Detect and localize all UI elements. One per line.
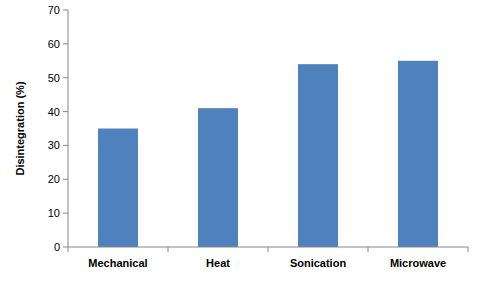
y-axis-label: Disintegration (%) [14, 81, 26, 175]
y-tick-label: 30 [48, 139, 60, 151]
y-tick-label: 0 [54, 241, 60, 253]
y-tick [63, 213, 68, 214]
chart-container: 0 10 20 30 40 50 60 70 Mechanical Heat Sonication M… [0, 0, 482, 290]
x-tick [368, 247, 369, 252]
x-tick [68, 247, 69, 252]
bar [98, 129, 138, 248]
x-tick [168, 247, 169, 252]
x-tick-label: Heat [206, 257, 230, 269]
chart-svg: 0 10 20 30 40 50 60 70 Mechanical Heat Sonication M… [0, 0, 482, 290]
y-tick-label: 20 [48, 173, 60, 185]
y-tick [63, 77, 68, 78]
y-tick-label: 40 [48, 106, 60, 118]
y-tick-label: 70 [48, 4, 60, 16]
x-tick [268, 247, 269, 252]
y-tick [63, 145, 68, 146]
bar [198, 108, 238, 247]
bar [398, 61, 438, 247]
x-tick-label: Microwave [390, 257, 446, 269]
y-tick [63, 179, 68, 180]
y-tick-label: 50 [48, 72, 60, 84]
y-tick [63, 10, 68, 11]
y-tick-label: 10 [48, 207, 60, 219]
y-tick [63, 247, 68, 248]
y-tick [63, 111, 68, 112]
x-tick-label: Mechanical [88, 257, 147, 269]
bar [298, 64, 338, 247]
y-tick [63, 43, 68, 44]
y-axis [68, 10, 69, 247]
x-tick [468, 247, 469, 252]
x-tick-label: Sonication [290, 257, 347, 269]
bars [98, 61, 438, 247]
y-tick-label: 60 [48, 38, 60, 50]
